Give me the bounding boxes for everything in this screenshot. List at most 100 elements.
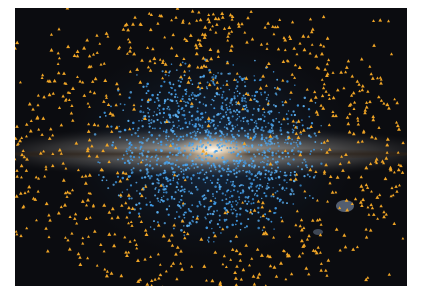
blue-star	[217, 125, 219, 127]
blue-star	[246, 203, 248, 205]
blue-star	[132, 128, 134, 130]
blue-star	[240, 229, 241, 230]
blue-star	[284, 172, 286, 174]
blue-star	[274, 207, 277, 210]
blue-star	[284, 190, 285, 191]
blue-star	[170, 163, 172, 165]
blue-star	[263, 166, 265, 168]
blue-star	[275, 135, 277, 137]
blue-star	[156, 114, 158, 116]
blue-star	[228, 203, 230, 205]
blue-star	[130, 150, 132, 152]
blue-star	[120, 196, 122, 198]
blue-star	[304, 97, 306, 99]
blue-star	[171, 100, 174, 103]
blue-star	[178, 120, 180, 122]
blue-star	[158, 100, 160, 102]
blue-star	[220, 73, 222, 75]
blue-star	[222, 157, 224, 159]
blue-star	[146, 139, 149, 142]
blue-star	[191, 204, 193, 206]
blue-star	[177, 154, 179, 156]
blue-star	[250, 209, 252, 211]
blue-star	[224, 136, 226, 138]
blue-star	[178, 105, 180, 107]
blue-star	[248, 164, 251, 167]
blue-star	[156, 174, 158, 176]
blue-star	[244, 81, 246, 83]
blue-star	[207, 134, 209, 136]
blue-star	[272, 187, 273, 188]
blue-star	[219, 143, 221, 145]
blue-star	[269, 141, 271, 143]
blue-star	[224, 161, 226, 163]
blue-star	[119, 136, 121, 138]
blue-star	[271, 154, 273, 156]
blue-star	[256, 190, 258, 192]
blue-star	[157, 107, 158, 108]
blue-star	[166, 129, 168, 131]
blue-star	[225, 104, 227, 106]
blue-star	[149, 177, 151, 179]
blue-star	[271, 127, 273, 129]
blue-star	[118, 131, 120, 133]
blue-star	[307, 127, 309, 129]
blue-star	[286, 142, 288, 144]
blue-star	[229, 89, 230, 90]
blue-star	[181, 98, 183, 100]
blue-star	[157, 197, 159, 199]
blue-star	[264, 111, 266, 113]
blue-star	[128, 197, 130, 199]
blue-star	[101, 180, 103, 182]
blue-star	[141, 99, 143, 101]
blue-star	[163, 131, 165, 133]
blue-star	[282, 101, 284, 103]
blue-star	[191, 165, 193, 167]
blue-star	[230, 99, 232, 101]
blue-star	[263, 192, 265, 194]
blue-star	[104, 112, 106, 114]
blue-star	[127, 160, 130, 163]
blue-star	[220, 87, 222, 89]
blue-star	[182, 176, 184, 178]
blue-star	[176, 144, 178, 146]
blue-star	[236, 220, 238, 222]
blue-star	[218, 184, 220, 186]
blue-star	[212, 163, 214, 165]
blue-star	[209, 144, 211, 146]
blue-star	[188, 225, 190, 227]
blue-star	[191, 105, 193, 107]
blue-star	[217, 223, 219, 225]
blue-star	[169, 158, 170, 159]
blue-star	[292, 128, 294, 130]
blue-star	[156, 97, 158, 99]
blue-star	[240, 155, 242, 157]
blue-star	[153, 115, 155, 117]
blue-star	[231, 204, 233, 206]
orange-star	[178, 288, 181, 291]
blue-star	[277, 166, 279, 168]
blue-star	[265, 142, 267, 144]
blue-star	[178, 80, 180, 82]
blue-star	[180, 199, 182, 201]
blue-star	[184, 188, 186, 190]
blue-star	[115, 181, 117, 183]
blue-star	[164, 222, 166, 224]
blue-star	[183, 173, 185, 175]
orange-star	[66, 6, 70, 9]
blue-star	[314, 132, 316, 134]
blue-star	[159, 109, 161, 111]
blue-star	[185, 93, 187, 95]
blue-star	[293, 141, 295, 143]
blue-star	[242, 117, 244, 119]
blue-star	[153, 228, 155, 230]
blue-star	[159, 112, 161, 114]
blue-star	[172, 145, 174, 147]
blue-star	[257, 227, 260, 230]
blue-star	[175, 164, 177, 166]
blue-star	[189, 70, 191, 72]
blue-star	[232, 115, 234, 117]
blue-star	[294, 171, 296, 173]
blue-star	[256, 100, 258, 102]
blue-star	[255, 120, 257, 122]
